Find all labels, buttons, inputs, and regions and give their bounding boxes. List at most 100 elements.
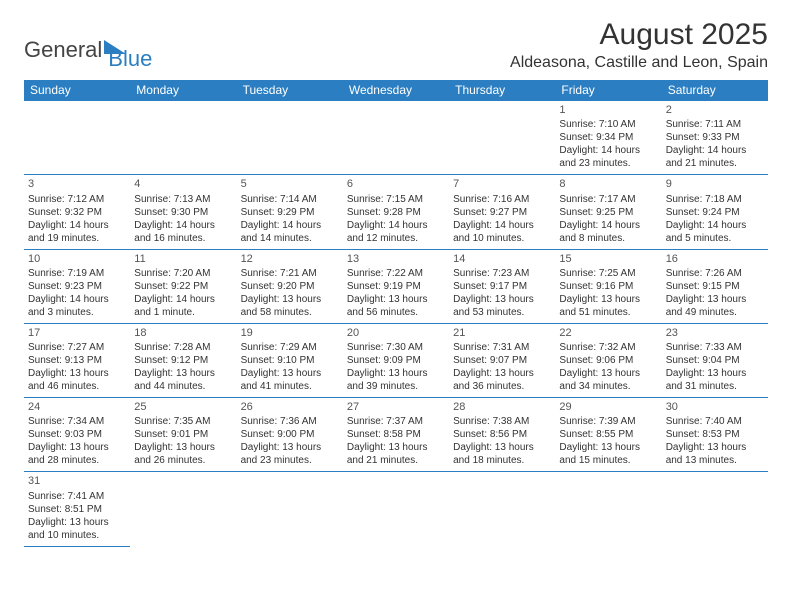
day-info-line: and 12 minutes. [347, 232, 445, 245]
day-info-line: Daylight: 14 hours [28, 293, 126, 306]
calendar-cell [343, 101, 449, 175]
day-number: 16 [666, 252, 764, 266]
calendar-cell [449, 472, 555, 546]
day-number: 4 [134, 177, 232, 191]
day-info-line: Daylight: 14 hours [666, 219, 764, 232]
day-info-line: Sunrise: 7:37 AM [347, 415, 445, 428]
title-block: August 2025 Aldeasona, Castille and Leon… [510, 18, 768, 72]
calendar-cell: 14Sunrise: 7:23 AMSunset: 9:17 PMDayligh… [449, 249, 555, 323]
day-info-line: Sunrise: 7:13 AM [134, 193, 232, 206]
day-info-line: and 46 minutes. [28, 380, 126, 393]
day-info-line: Sunrise: 7:33 AM [666, 341, 764, 354]
calendar-table: Sunday Monday Tuesday Wednesday Thursday… [24, 80, 768, 547]
day-info-line: Sunrise: 7:36 AM [241, 415, 339, 428]
day-info-line: and 16 minutes. [134, 232, 232, 245]
day-info-line: Sunset: 9:03 PM [28, 428, 126, 441]
day-info-line: Sunrise: 7:22 AM [347, 267, 445, 280]
day-number: 22 [559, 326, 657, 340]
calendar-row: 31Sunrise: 7:41 AMSunset: 8:51 PMDayligh… [24, 472, 768, 546]
day-info-line: Sunset: 9:25 PM [559, 206, 657, 219]
calendar-cell: 30Sunrise: 7:40 AMSunset: 8:53 PMDayligh… [662, 398, 768, 472]
page-title: August 2025 [510, 18, 768, 52]
calendar-cell [343, 472, 449, 546]
calendar-cell [449, 101, 555, 175]
day-info-line: Sunrise: 7:19 AM [28, 267, 126, 280]
day-info-line: and 23 minutes. [559, 157, 657, 170]
day-info-line: and 49 minutes. [666, 306, 764, 319]
day-info-line: Sunset: 9:27 PM [453, 206, 551, 219]
calendar-cell: 6Sunrise: 7:15 AMSunset: 9:28 PMDaylight… [343, 175, 449, 249]
calendar-cell: 20Sunrise: 7:30 AMSunset: 9:09 PMDayligh… [343, 323, 449, 397]
day-info-line: Sunrise: 7:31 AM [453, 341, 551, 354]
weekday-header: Saturday [662, 80, 768, 101]
day-info-line: Daylight: 14 hours [453, 219, 551, 232]
day-info-line: Sunset: 9:34 PM [559, 131, 657, 144]
day-info-line: Sunrise: 7:28 AM [134, 341, 232, 354]
weekday-header-row: Sunday Monday Tuesday Wednesday Thursday… [24, 80, 768, 101]
day-info-line: and 10 minutes. [28, 529, 126, 542]
calendar-cell: 17Sunrise: 7:27 AMSunset: 9:13 PMDayligh… [24, 323, 130, 397]
calendar-cell: 1Sunrise: 7:10 AMSunset: 9:34 PMDaylight… [555, 101, 661, 175]
day-info-line: Sunrise: 7:23 AM [453, 267, 551, 280]
day-number: 18 [134, 326, 232, 340]
day-info-line: Daylight: 14 hours [28, 219, 126, 232]
day-info-line: Daylight: 13 hours [666, 293, 764, 306]
day-info-line: Daylight: 14 hours [134, 219, 232, 232]
day-info-line: and 28 minutes. [28, 454, 126, 467]
day-info-line: Daylight: 13 hours [241, 441, 339, 454]
day-info-line: Sunset: 9:09 PM [347, 354, 445, 367]
day-number: 15 [559, 252, 657, 266]
day-info-line: and 21 minutes. [347, 454, 445, 467]
day-info-line: and 39 minutes. [347, 380, 445, 393]
day-number: 26 [241, 400, 339, 414]
calendar-cell: 2Sunrise: 7:11 AMSunset: 9:33 PMDaylight… [662, 101, 768, 175]
day-info-line: Sunset: 9:13 PM [28, 354, 126, 367]
day-number: 24 [28, 400, 126, 414]
day-info-line: Daylight: 13 hours [453, 367, 551, 380]
day-info-line: Sunrise: 7:29 AM [241, 341, 339, 354]
day-info-line: Sunrise: 7:16 AM [453, 193, 551, 206]
calendar-cell: 31Sunrise: 7:41 AMSunset: 8:51 PMDayligh… [24, 472, 130, 546]
day-info-line: Daylight: 14 hours [134, 293, 232, 306]
day-info-line: and 1 minute. [134, 306, 232, 319]
day-number: 6 [347, 177, 445, 191]
calendar-row: 24Sunrise: 7:34 AMSunset: 9:03 PM Dayligh… [24, 398, 768, 472]
page-subtitle: Aldeasona, Castille and Leon, Spain [510, 54, 768, 72]
day-number: 7 [453, 177, 551, 191]
day-number: 17 [28, 326, 126, 340]
day-info-line: Sunrise: 7:40 AM [666, 415, 764, 428]
day-info-line: Sunrise: 7:20 AM [134, 267, 232, 280]
day-info-line: Sunrise: 7:34 AM [28, 415, 126, 428]
calendar-cell: 29Sunrise: 7:39 AMSunset: 8:55 PMDayligh… [555, 398, 661, 472]
calendar-cell: 22Sunrise: 7:32 AMSunset: 9:06 PMDayligh… [555, 323, 661, 397]
logo: General Blue [24, 28, 152, 72]
day-info-line: Daylight: 14 hours [666, 144, 764, 157]
calendar-row: 17Sunrise: 7:27 AMSunset: 9:13 PMDayligh… [24, 323, 768, 397]
day-info-line: Sunrise: 7:18 AM [666, 193, 764, 206]
weekday-header: Thursday [449, 80, 555, 101]
day-number: 2 [666, 103, 764, 117]
day-info-line: and 56 minutes. [347, 306, 445, 319]
day-info-line: and 19 minutes. [28, 232, 126, 245]
day-number: 23 [666, 326, 764, 340]
calendar-row: 1Sunrise: 7:10 AMSunset: 9:34 PMDaylight… [24, 101, 768, 175]
day-info-line: Sunrise: 7:10 AM [559, 118, 657, 131]
day-info-line: Daylight: 13 hours [134, 367, 232, 380]
day-info-line: Sunrise: 7:38 AM [453, 415, 551, 428]
day-info-line: Daylight: 14 hours [241, 219, 339, 232]
day-info-line: Sunset: 9:00 PM [241, 428, 339, 441]
day-info-line: Sunrise: 7:12 AM [28, 193, 126, 206]
day-info-line: Daylight: 14 hours [559, 219, 657, 232]
header: General Blue August 2025 Aldeasona, Cast… [24, 18, 768, 72]
day-info-line: Sunset: 8:51 PM [28, 503, 126, 516]
day-info-line: Sunset: 9:07 PM [453, 354, 551, 367]
calendar-cell: 7 Sunrise: 7:16 AMSunset: 9:27 PMDaylight… [449, 175, 555, 249]
day-info-line: Daylight: 14 hours [347, 219, 445, 232]
calendar-cell: 18Sunrise: 7:28 AMSunset: 9:12 PMDayligh… [130, 323, 236, 397]
day-info-line: Sunset: 9:30 PM [134, 206, 232, 219]
day-info-line: Sunset: 9:04 PM [666, 354, 764, 367]
day-info-line: Sunset: 9:29 PM [241, 206, 339, 219]
day-number: 3 [28, 177, 126, 191]
day-info-line: Daylight: 13 hours [559, 367, 657, 380]
day-info-line: Sunrise: 7:26 AM [666, 267, 764, 280]
